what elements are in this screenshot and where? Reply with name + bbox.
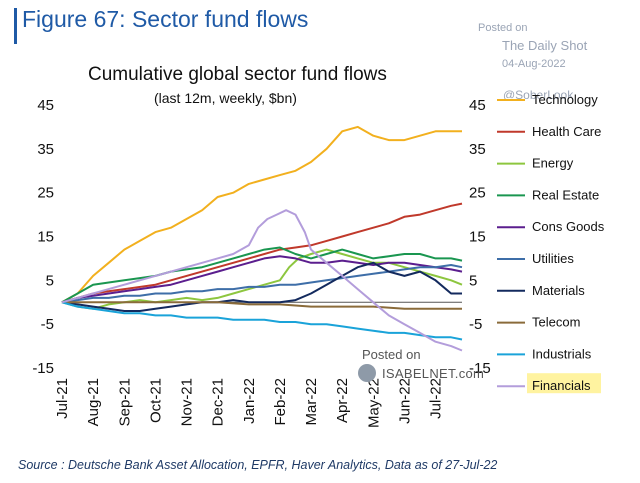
- watermark-posted-on: Posted on: [362, 347, 421, 362]
- chart-subtitle: (last 12m, weekly, $bn): [154, 90, 297, 106]
- series-line-utilities: [61, 264, 463, 304]
- y-tick-left: -5: [41, 316, 54, 333]
- y-tick-right: 25: [469, 185, 486, 202]
- chart-title: Cumulative global sector fund flows: [88, 64, 387, 85]
- y-tick-right: 45: [469, 97, 486, 114]
- series-line-energy: [61, 248, 463, 310]
- series-line-financials: [61, 209, 463, 352]
- y-tick-left: -15: [32, 360, 54, 377]
- x-tick-label: Jun-22: [396, 378, 413, 424]
- x-tick-label: Dec-21: [210, 378, 227, 426]
- y-tick-left: 45: [37, 97, 54, 114]
- publish-date: 04-Aug-2022: [502, 58, 566, 70]
- series-line-industrials: [61, 301, 463, 341]
- y-tick-left: 25: [37, 185, 54, 202]
- y-tick-left: 15: [37, 229, 54, 246]
- legend-label: Financials: [532, 378, 591, 393]
- watermark-logo-icon: [358, 364, 376, 382]
- series-line-technology: [61, 125, 462, 304]
- legend-label: Real Estate: [532, 187, 599, 202]
- x-tick-label: May-22: [365, 378, 382, 428]
- x-tick-label: Sep-21: [116, 378, 133, 426]
- series-line-cons-goods: [61, 255, 463, 304]
- y-tick-right: 15: [469, 229, 486, 246]
- series-line-health-care: [61, 202, 463, 304]
- x-tick-label: Jul-21: [54, 378, 71, 419]
- legend-label: Telecom: [532, 315, 580, 330]
- x-tick-label: Mar-22: [303, 378, 320, 426]
- legend-label: Materials: [532, 283, 585, 298]
- legend-label: Health Care: [532, 124, 601, 139]
- x-tick-label: Aug-21: [85, 378, 102, 426]
- posted-on-label: Posted on: [478, 22, 528, 34]
- series-line-real-estate: [61, 246, 463, 304]
- handle-label: @SoberLook: [503, 88, 574, 102]
- legend-label: Industrials: [532, 346, 592, 361]
- legend-label: Energy: [532, 156, 574, 171]
- watermark-site: ISABELNET.com: [382, 366, 485, 381]
- title-accent-bar: [14, 8, 17, 44]
- y-tick-left: 5: [46, 272, 54, 289]
- y-tick-left: 35: [37, 141, 54, 158]
- publisher-name: The Daily Shot: [502, 38, 588, 53]
- x-tick-label: Apr-22: [334, 378, 351, 423]
- legend-label: Technology: [532, 92, 598, 107]
- x-tick-label: Jan-22: [241, 378, 258, 424]
- series-line-materials: [61, 261, 462, 312]
- source-note: Source : Deutsche Bank Asset Allocation,…: [18, 458, 498, 472]
- legend-highlight: [527, 373, 601, 394]
- y-tick-right: -15: [469, 360, 491, 377]
- x-tick-label: Feb-22: [272, 378, 289, 426]
- y-tick-right: 35: [469, 141, 486, 158]
- figure-title: Figure 67: Sector fund flows: [22, 6, 309, 32]
- y-tick-right: -5: [469, 316, 482, 333]
- series-line-telecom: [62, 301, 462, 310]
- legend-label: Cons Goods: [532, 219, 605, 234]
- x-tick-label: Nov-21: [179, 378, 196, 426]
- y-tick-right: 5: [469, 272, 477, 289]
- x-tick-label: Jul-22: [428, 378, 445, 419]
- legend-label: Utilities: [532, 251, 574, 266]
- x-tick-label: Oct-21: [147, 378, 164, 423]
